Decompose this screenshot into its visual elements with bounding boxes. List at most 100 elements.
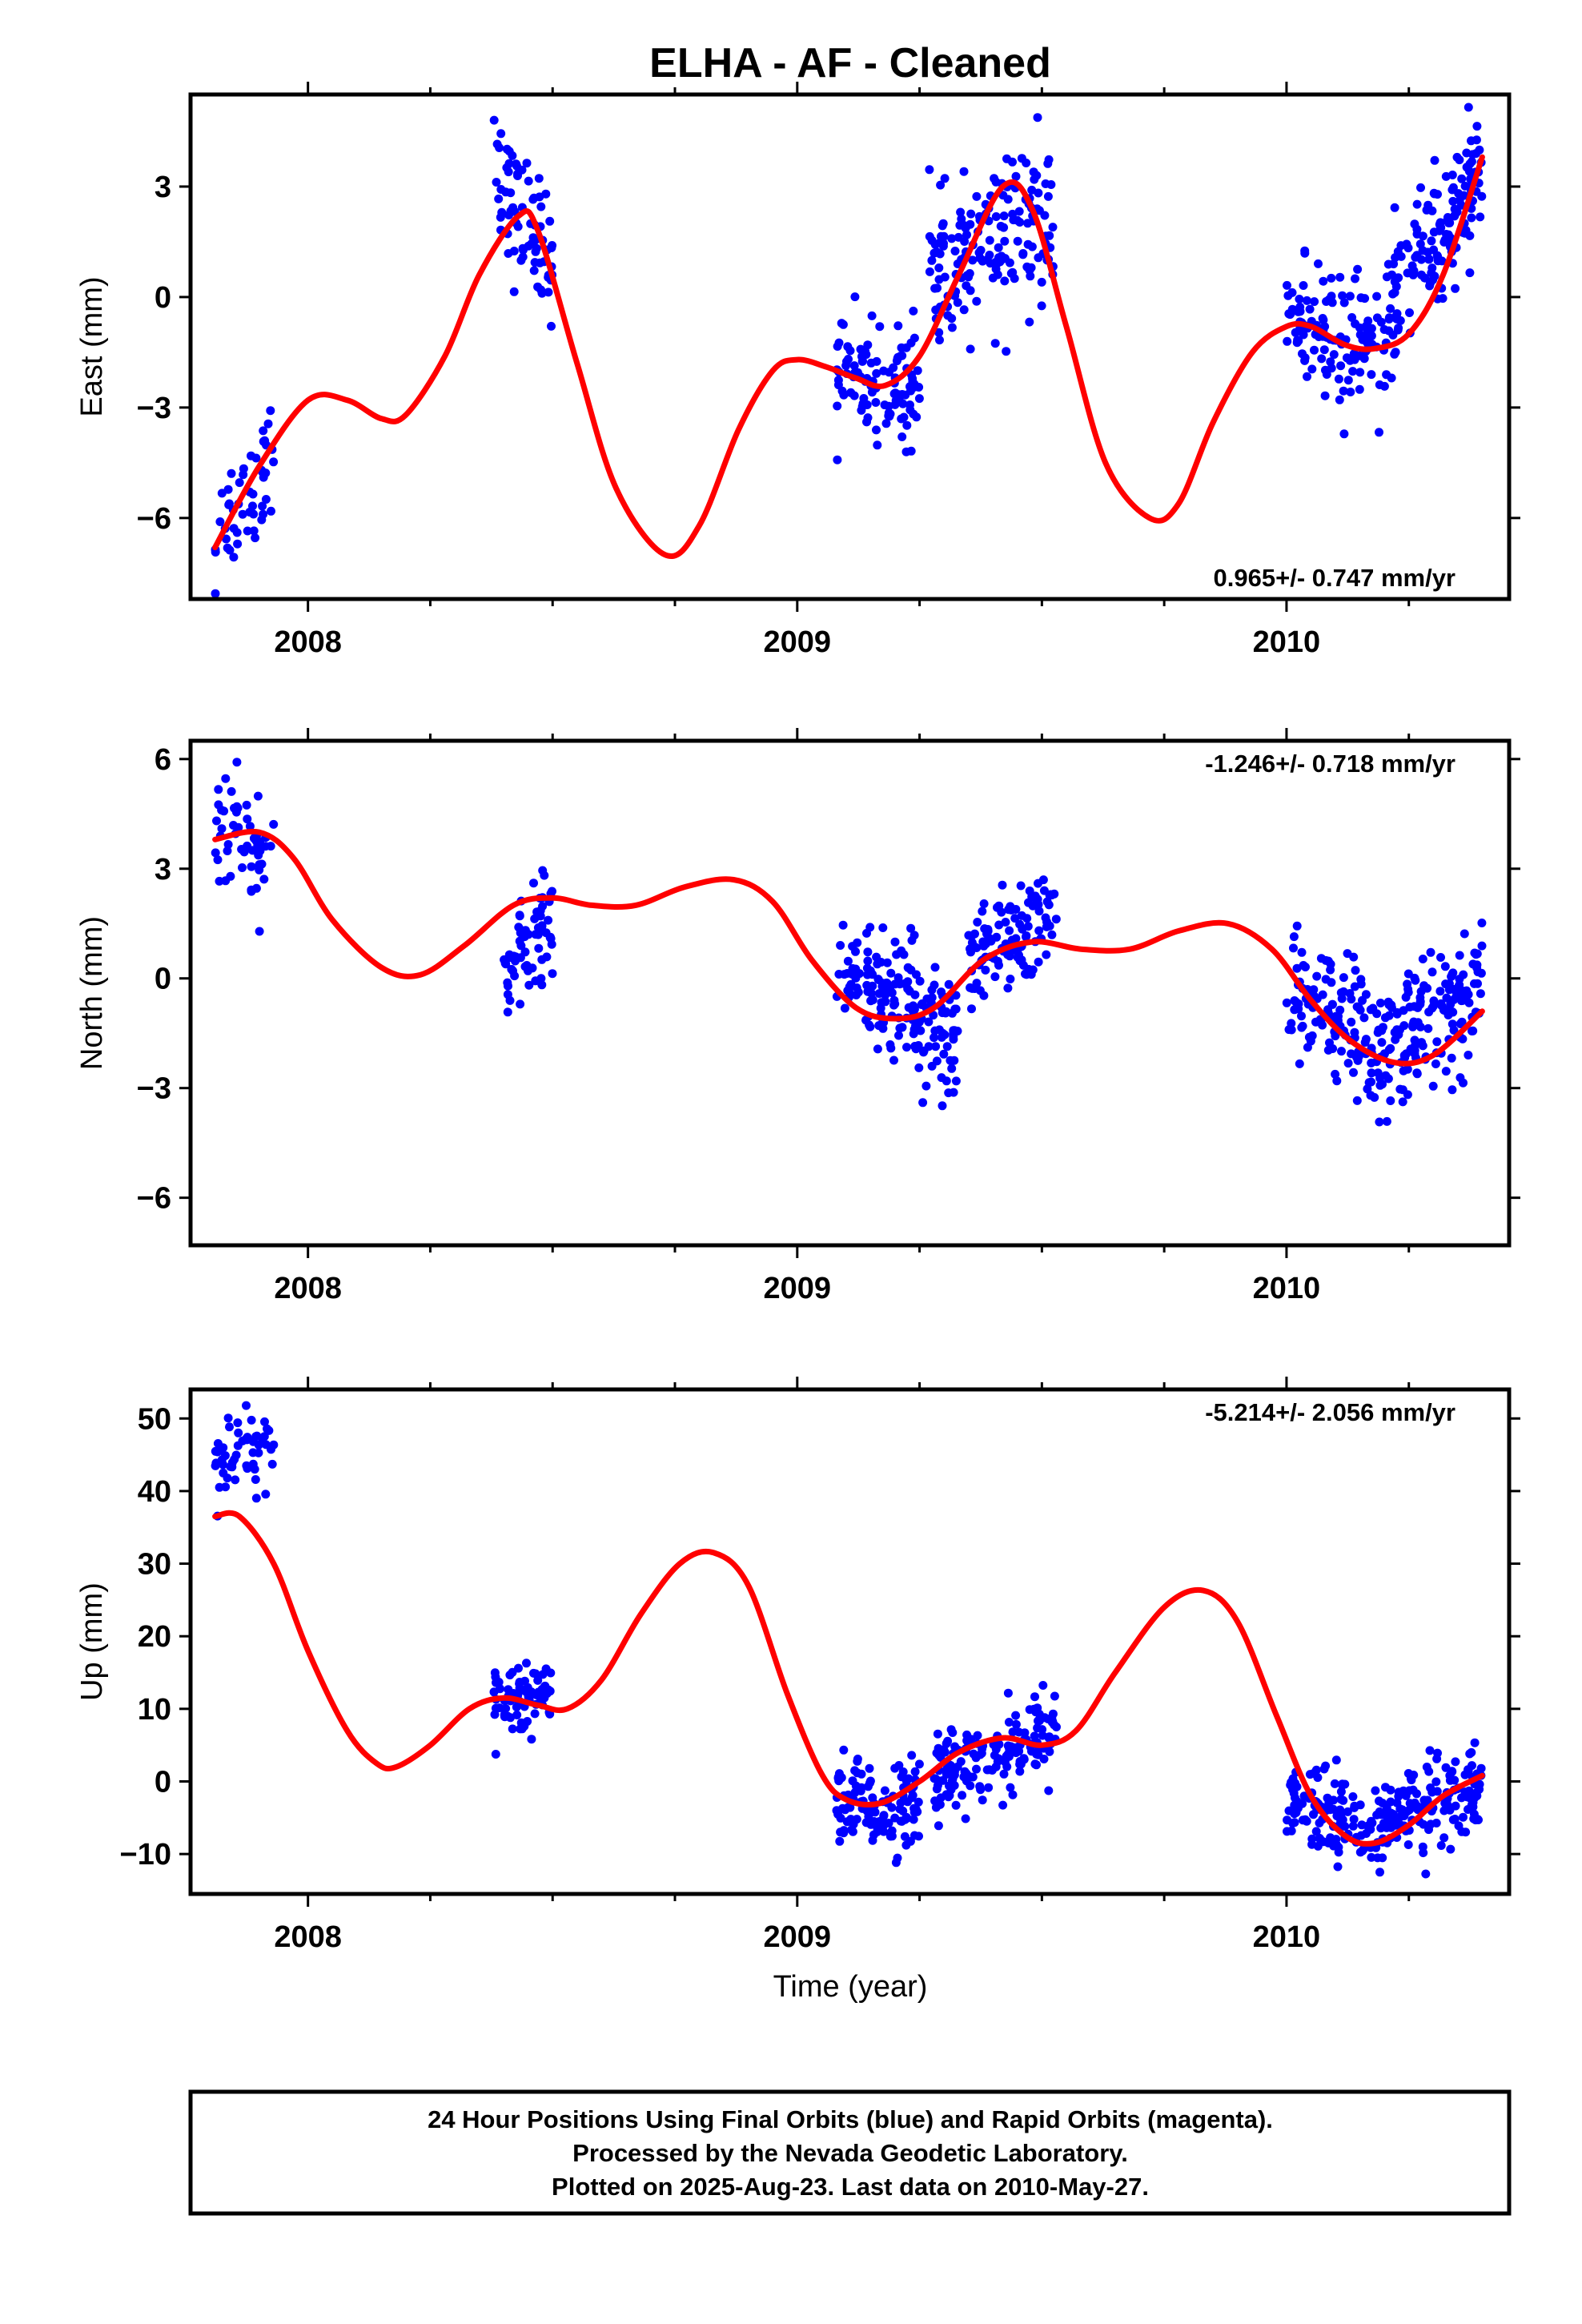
east-data-point — [243, 526, 252, 536]
north-data-point — [843, 956, 853, 966]
north-data-point — [1343, 949, 1352, 959]
east-data-point — [1303, 372, 1311, 381]
up-data-point — [512, 1711, 522, 1719]
up-data-point — [890, 1813, 900, 1823]
east-data-point — [898, 399, 908, 408]
north-data-point — [1292, 963, 1302, 973]
north-data-point — [1441, 1067, 1451, 1076]
east-data-point — [959, 305, 969, 315]
north-x-ticks: 2008 2009 2010 — [274, 728, 1411, 1305]
north-frame — [188, 738, 1512, 1248]
north-data-point — [510, 971, 520, 981]
east-data-point — [536, 202, 546, 211]
up-data-point — [227, 1462, 237, 1472]
east-data-point — [489, 115, 499, 125]
north-data-point — [515, 911, 524, 920]
north-data-point — [1436, 953, 1445, 962]
up-data-point — [1413, 1805, 1423, 1815]
east-data-point — [991, 177, 1001, 187]
east-data-point — [259, 436, 268, 446]
north-data-point — [1447, 1019, 1457, 1029]
north-data-point — [853, 938, 862, 947]
up-data-point — [961, 1814, 970, 1823]
up-data-point — [834, 1776, 844, 1786]
east-data-point — [259, 426, 268, 436]
north-data-point — [895, 1023, 905, 1033]
north-data-point — [994, 920, 1004, 930]
east-data-point — [1443, 215, 1452, 225]
east-x-tick-label: 2008 — [274, 625, 342, 659]
north-data-point — [868, 970, 877, 979]
east-data-point — [947, 323, 957, 332]
east-data-point — [972, 191, 982, 201]
east-data-point — [1327, 273, 1336, 283]
footer-line-2: Processed by the Nevada Geodetic Laborat… — [572, 2139, 1128, 2167]
east-data-point — [494, 194, 504, 203]
up-data-point — [1350, 1801, 1359, 1811]
east-data-point — [964, 272, 974, 282]
up-data-point — [220, 1451, 230, 1461]
north-data-point — [1373, 1068, 1383, 1078]
north-data-point — [1339, 973, 1348, 983]
east-data-point — [1450, 204, 1460, 214]
up-data-point — [1044, 1786, 1054, 1795]
east-data-point — [1339, 386, 1348, 396]
up-data-point — [1362, 1829, 1371, 1838]
up-data-point — [1335, 1805, 1345, 1815]
east-data-point — [235, 478, 244, 488]
east-data-point — [1025, 317, 1034, 327]
north-data-point — [1392, 1009, 1402, 1019]
east-data-point — [875, 322, 885, 332]
east-data-point — [873, 440, 882, 450]
east-data-point — [215, 517, 225, 526]
up-data-point — [1348, 1821, 1358, 1831]
north-data-point — [217, 806, 227, 815]
north-data-point — [878, 923, 888, 932]
north-data-point — [1033, 899, 1042, 909]
up-data-point — [879, 1820, 889, 1830]
east-data-point — [931, 305, 941, 315]
north-data-point — [537, 980, 547, 990]
north-data-point — [1380, 1049, 1389, 1059]
east-data-point — [962, 230, 971, 239]
east-data-point — [959, 167, 969, 176]
up-data-point — [1034, 1750, 1043, 1759]
east-data-point — [1355, 368, 1365, 377]
east-data-point — [223, 543, 232, 553]
north-data-point — [1386, 1096, 1395, 1105]
up-data-point — [1359, 1844, 1368, 1854]
up-data-point — [1444, 1802, 1454, 1811]
east-data-point — [217, 489, 227, 498]
north-data-point — [1045, 891, 1054, 900]
east-data-point — [258, 501, 267, 511]
north-model-curve — [212, 828, 1485, 1067]
north-data-point — [1458, 1034, 1468, 1043]
up-data-point — [972, 1764, 981, 1774]
north-data-point — [1004, 905, 1014, 915]
east-data-point — [1320, 391, 1330, 400]
up-data-point — [1011, 1711, 1021, 1720]
up-data-point — [1004, 1718, 1014, 1727]
north-data-point — [242, 800, 251, 810]
up-data-point — [966, 1781, 975, 1791]
north-data-point — [982, 939, 990, 948]
up-model-curve — [212, 1510, 1485, 1847]
north-data-point — [1352, 1096, 1362, 1105]
up-data-point — [1468, 1798, 1478, 1807]
east-data-point — [1034, 253, 1043, 263]
up-data-point — [1457, 1827, 1467, 1836]
up-data-point — [251, 1475, 260, 1484]
east-data-point — [1018, 250, 1028, 259]
east-data-point — [1462, 163, 1472, 172]
east-data-point — [1441, 171, 1451, 181]
north-data-point — [1034, 926, 1044, 935]
up-data-point — [523, 1717, 532, 1726]
east-data-point — [1310, 297, 1319, 307]
up-data-point — [942, 1790, 951, 1799]
up-data-point — [233, 1418, 243, 1428]
up-data-point — [508, 1724, 517, 1734]
north-data-point — [213, 855, 223, 865]
east-data-point — [1405, 308, 1414, 317]
north-data-point — [1431, 1059, 1440, 1068]
up-y-tick-label: 30 — [138, 1548, 171, 1582]
